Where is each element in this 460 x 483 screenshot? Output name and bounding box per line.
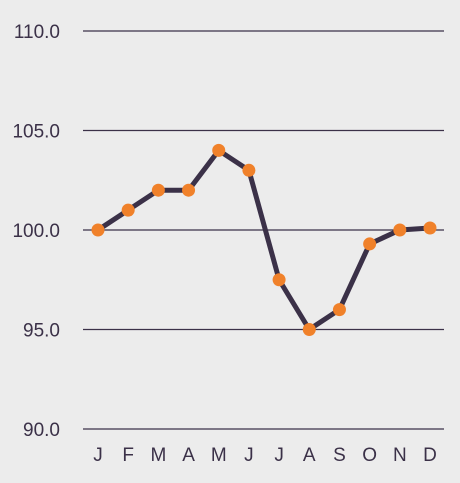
data-point	[242, 163, 256, 177]
data-point	[393, 223, 407, 237]
data-point	[212, 143, 226, 157]
x-tick-label: J	[274, 445, 284, 466]
series-markers	[91, 143, 437, 336]
series-line	[95, 147, 433, 332]
y-tick-label: 90.0	[23, 420, 60, 441]
data-point	[182, 183, 196, 197]
data-point	[272, 273, 286, 287]
y-tick-label: 105.0	[12, 122, 60, 143]
data-point	[91, 223, 105, 237]
series-lines	[95, 147, 433, 332]
x-tick-label: F	[122, 445, 134, 466]
y-tick-labels: 110.0 105.0 100.0 95.0 90.0	[12, 22, 60, 441]
x-tick-label: A	[182, 445, 195, 466]
data-point	[363, 237, 377, 251]
y-tick-label: 95.0	[23, 321, 60, 342]
data-point	[302, 323, 316, 336]
x-tick-label: S	[333, 445, 346, 466]
x-tick-label: N	[393, 445, 407, 466]
x-tick-label: M	[150, 445, 166, 466]
y-tick-label: 100.0	[12, 221, 60, 242]
x-tick-label: J	[244, 445, 254, 466]
y-tick-label: 110.0	[14, 22, 60, 43]
data-point	[151, 183, 165, 197]
x-tick-label: M	[211, 445, 227, 466]
data-point	[121, 203, 135, 217]
data-point	[332, 303, 346, 317]
x-tick-label: A	[303, 445, 316, 466]
x-tick-label: D	[423, 445, 437, 466]
x-tick-label: J	[93, 445, 103, 466]
x-tick-label: O	[362, 445, 377, 466]
data-point	[423, 221, 437, 235]
